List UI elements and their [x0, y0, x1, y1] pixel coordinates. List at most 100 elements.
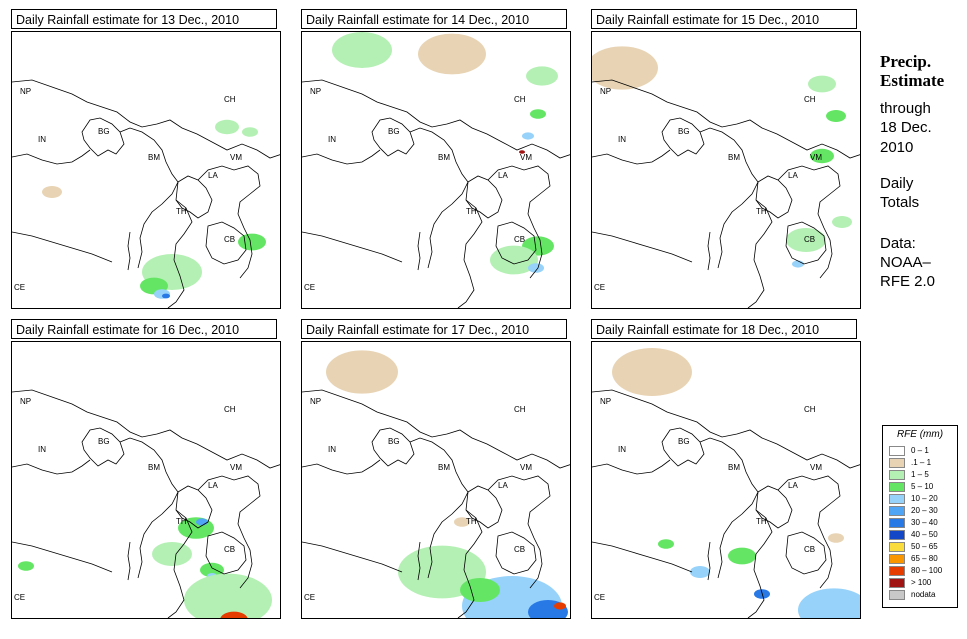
- country-label: BM: [728, 153, 740, 162]
- legend-label: 5 – 10: [911, 482, 934, 491]
- country-border: [197, 165, 261, 279]
- country-label: BM: [148, 153, 160, 162]
- rain-area: [196, 518, 208, 526]
- country-border: [167, 509, 193, 618]
- rain-area: [592, 46, 658, 90]
- country-border: [302, 79, 570, 159]
- rain-area: [326, 350, 398, 394]
- legend-swatch: [889, 470, 905, 480]
- country-border: [12, 541, 113, 573]
- country-border: [755, 175, 793, 219]
- legend-label: .1 – 1: [911, 458, 932, 467]
- country-border: [81, 117, 125, 157]
- country-border: [175, 485, 213, 529]
- country-label: CE: [304, 283, 315, 292]
- country-border: [167, 199, 193, 308]
- legend-item: 0 – 1: [889, 446, 955, 457]
- panel-title: Daily Rainfall estimate for 16 Dec., 201…: [11, 319, 277, 339]
- country-label: IN: [618, 135, 626, 144]
- country-label: CB: [224, 235, 235, 244]
- country-border: [81, 427, 125, 467]
- country-label: VM: [520, 463, 532, 472]
- rainfall-map: NP CH IN BG BM VM LA TH CB CE: [11, 341, 281, 619]
- country-label: TH: [176, 207, 187, 216]
- heading-estimate: Estimate: [880, 71, 945, 90]
- legend-item: > 100: [889, 578, 955, 589]
- country-label: LA: [788, 171, 798, 180]
- rain-area: [832, 216, 852, 228]
- rain-area: [152, 542, 192, 566]
- legend-item: 1 – 5: [889, 470, 955, 481]
- rain-area: [690, 566, 710, 578]
- panel-title: Daily Rainfall estimate for 18 Dec., 201…: [591, 319, 857, 339]
- country-label: VM: [230, 153, 242, 162]
- country-border: [592, 459, 671, 475]
- legend-label: 20 – 30: [911, 506, 938, 515]
- country-label: TH: [466, 517, 477, 526]
- country-label: CE: [14, 283, 25, 292]
- side-heading: Precip. Estimate: [880, 52, 944, 90]
- country-label: CH: [224, 405, 236, 414]
- country-label: IN: [618, 445, 626, 454]
- country-label: BG: [388, 437, 400, 446]
- legend-swatch: [889, 542, 905, 552]
- country-label: BM: [148, 463, 160, 472]
- country-label: CE: [304, 593, 315, 602]
- country-label: LA: [498, 481, 508, 490]
- legend-swatch: [889, 566, 905, 576]
- country-label: CH: [804, 405, 816, 414]
- legend-item: 10 – 20: [889, 494, 955, 505]
- country-label: NP: [310, 397, 321, 406]
- country-label: TH: [176, 517, 187, 526]
- country-label: CB: [804, 235, 815, 244]
- totals-text: Totals: [880, 194, 920, 211]
- country-label: TH: [466, 207, 477, 216]
- map-panel-13-dec: Daily Rainfall estimate for 13 Dec., 201…: [11, 9, 281, 309]
- legend-label: 40 – 50: [911, 530, 938, 539]
- rainfall-legend: RFE (mm) 0 – 1 .1 – 1 1 – 5 5 – 10 10 – 20 20…: [882, 425, 958, 608]
- legend-swatch: [889, 554, 905, 564]
- country-label: BG: [98, 437, 110, 446]
- country-label: BM: [438, 463, 450, 472]
- country-label: CH: [514, 95, 526, 104]
- country-label: TH: [756, 517, 767, 526]
- rain-area: [786, 228, 826, 252]
- country-label: IN: [38, 135, 46, 144]
- legend-label: 30 – 40: [911, 518, 938, 527]
- country-label: LA: [208, 481, 218, 490]
- rain-area: [530, 109, 546, 119]
- rainfall-map: NP CH IN BG BM VM LA TH CB CE: [301, 31, 571, 309]
- rain-area: [18, 561, 34, 571]
- rain-area: [792, 260, 804, 268]
- map-panel-16-dec: Daily Rainfall estimate for 16 Dec., 201…: [11, 319, 281, 619]
- rain-area: [238, 233, 266, 251]
- country-border: [12, 79, 280, 159]
- country-label: CB: [804, 545, 815, 554]
- map-panel-18-dec: Daily Rainfall estimate for 18 Dec., 201…: [591, 319, 861, 619]
- legend-item: 80 – 100: [889, 566, 955, 577]
- map-panel-17-dec: Daily Rainfall estimate for 17 Dec., 201…: [301, 319, 571, 619]
- legend-item: 5 – 10: [889, 482, 955, 493]
- country-label: LA: [788, 481, 798, 490]
- country-border: [785, 531, 827, 575]
- country-label: VM: [810, 153, 822, 162]
- country-border: [12, 459, 91, 475]
- rain-area: [220, 611, 248, 618]
- country-border: [699, 127, 759, 269]
- rainfall-map: NP CH IN BG BM VM LA TH CB CE: [591, 341, 861, 619]
- country-label: IN: [38, 445, 46, 454]
- data-source-2: RFE 2.0: [880, 273, 936, 290]
- legend-label: 50 – 65: [911, 542, 938, 551]
- year-text: 2010: [880, 139, 914, 156]
- country-border: [495, 221, 537, 265]
- legend-item: 30 – 40: [889, 518, 955, 529]
- map-canvas: NP CH IN BG BM VM LA TH CB CE: [592, 348, 860, 618]
- rain-area: [454, 517, 470, 527]
- country-label: BG: [98, 127, 110, 136]
- panel-title: Daily Rainfall estimate for 15 Dec., 201…: [591, 9, 857, 29]
- country-border: [371, 427, 415, 467]
- country-border: [371, 117, 415, 157]
- rainfall-map: NP CH IN BG BM VM LA TH CB CE: [591, 31, 861, 309]
- country-border: [747, 199, 773, 308]
- country-border: [495, 531, 537, 575]
